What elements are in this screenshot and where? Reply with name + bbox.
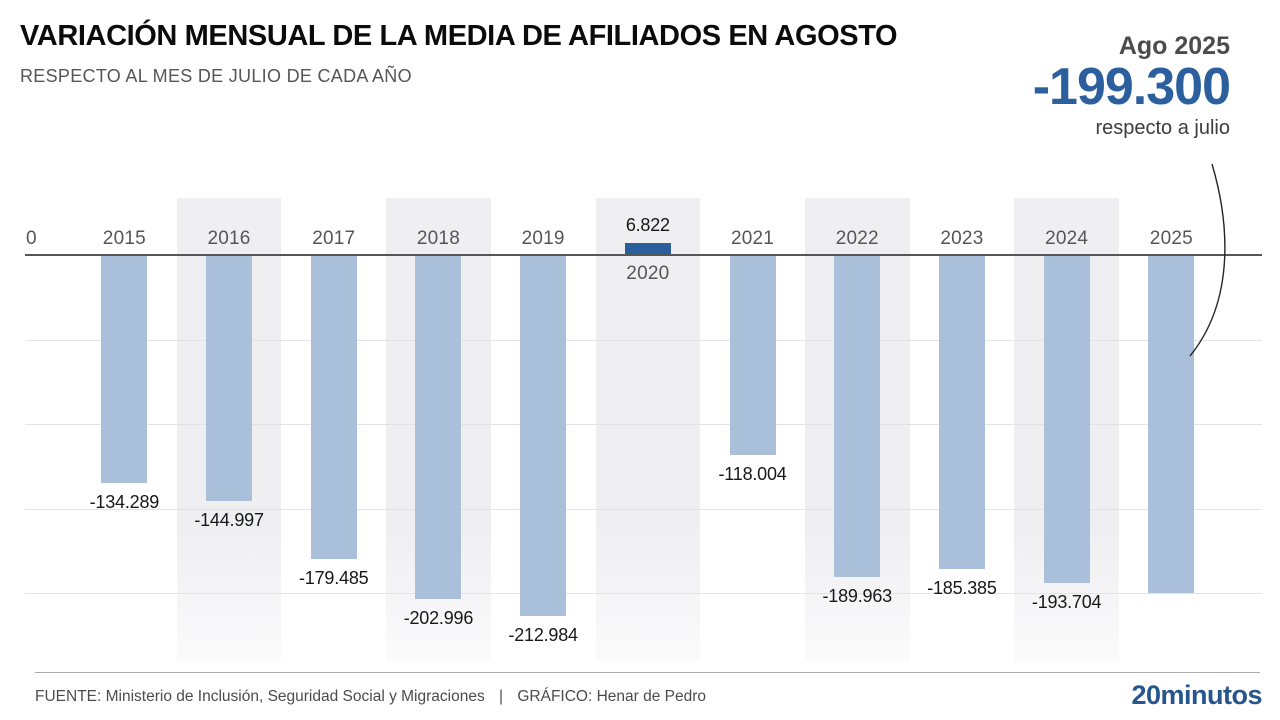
year-label: 2024 — [1045, 228, 1089, 249]
bar-negative — [729, 256, 776, 456]
year-label: 2019 — [521, 228, 565, 249]
bar-value-label: -118.004 — [718, 464, 787, 485]
bar-value-label: -212.984 — [508, 625, 578, 645]
highlight-period: Ago 2025 — [1118, 32, 1230, 60]
bar-negative — [310, 256, 357, 560]
gridline — [25, 593, 1262, 595]
bar-negative — [1148, 256, 1195, 593]
bar-negative — [938, 256, 985, 570]
year-label: 2022 — [835, 228, 879, 249]
bar-negative — [520, 256, 567, 616]
year-label: 2015 — [102, 228, 146, 249]
year-label: 2023 — [940, 228, 984, 249]
bar-value-label: -179.485 — [299, 568, 369, 589]
footer-source: FUENTE: Ministerio de Inclusión, Segurid… — [35, 688, 485, 705]
year-label: 2025 — [1149, 228, 1193, 249]
year-label: 2018 — [416, 228, 460, 249]
bar-positive — [624, 243, 671, 255]
bar-negative — [834, 256, 881, 578]
bar-value-label: 6.822 — [625, 215, 670, 236]
column-band — [595, 198, 701, 661]
highlight-block: Ago 2025 -199.300 respecto a julio — [1032, 32, 1231, 140]
bar-value-label: -202.996 — [403, 608, 474, 629]
bar-value-label: -144.997 — [194, 510, 264, 531]
page-subtitle: RESPECTO AL MES DE JULIO DE CADA AÑO — [20, 66, 412, 86]
bar-negative — [206, 256, 253, 502]
bar-value-label: -193.704 — [1031, 592, 1102, 613]
bar-negative — [1043, 256, 1090, 584]
brand-logo: 20minutos — [1131, 680, 1262, 710]
bar-negative — [101, 256, 148, 483]
zero-axis-label: 0 — [26, 228, 37, 249]
gridline — [25, 508, 1262, 510]
year-label: 2020 — [626, 263, 670, 284]
year-label: 2017 — [312, 228, 356, 249]
gridline — [25, 424, 1262, 426]
footer-credits: FUENTE: Ministerio de Inclusión, Segurid… — [35, 688, 706, 706]
footer-separator: | — [499, 688, 504, 705]
footer-divider — [35, 672, 1260, 673]
highlight-note: respecto a julio — [1095, 116, 1230, 139]
footer-graphic-credit: GRÁFICO: Henar de Pedro — [517, 688, 707, 705]
zero-axis-line — [25, 254, 1262, 256]
bar-negative — [415, 256, 462, 600]
bar-value-label: -185.385 — [927, 578, 997, 599]
year-label: 2021 — [731, 228, 775, 249]
gridline — [25, 339, 1262, 341]
year-label: 2016 — [207, 228, 251, 249]
page-title: VARIACIÓN MENSUAL DE LA MEDIA DE AFILIAD… — [20, 20, 898, 52]
bar-value-label: -134.289 — [89, 491, 160, 512]
bar-value-label: -189.963 — [822, 586, 893, 607]
highlight-value: -199.300 — [1032, 57, 1231, 116]
